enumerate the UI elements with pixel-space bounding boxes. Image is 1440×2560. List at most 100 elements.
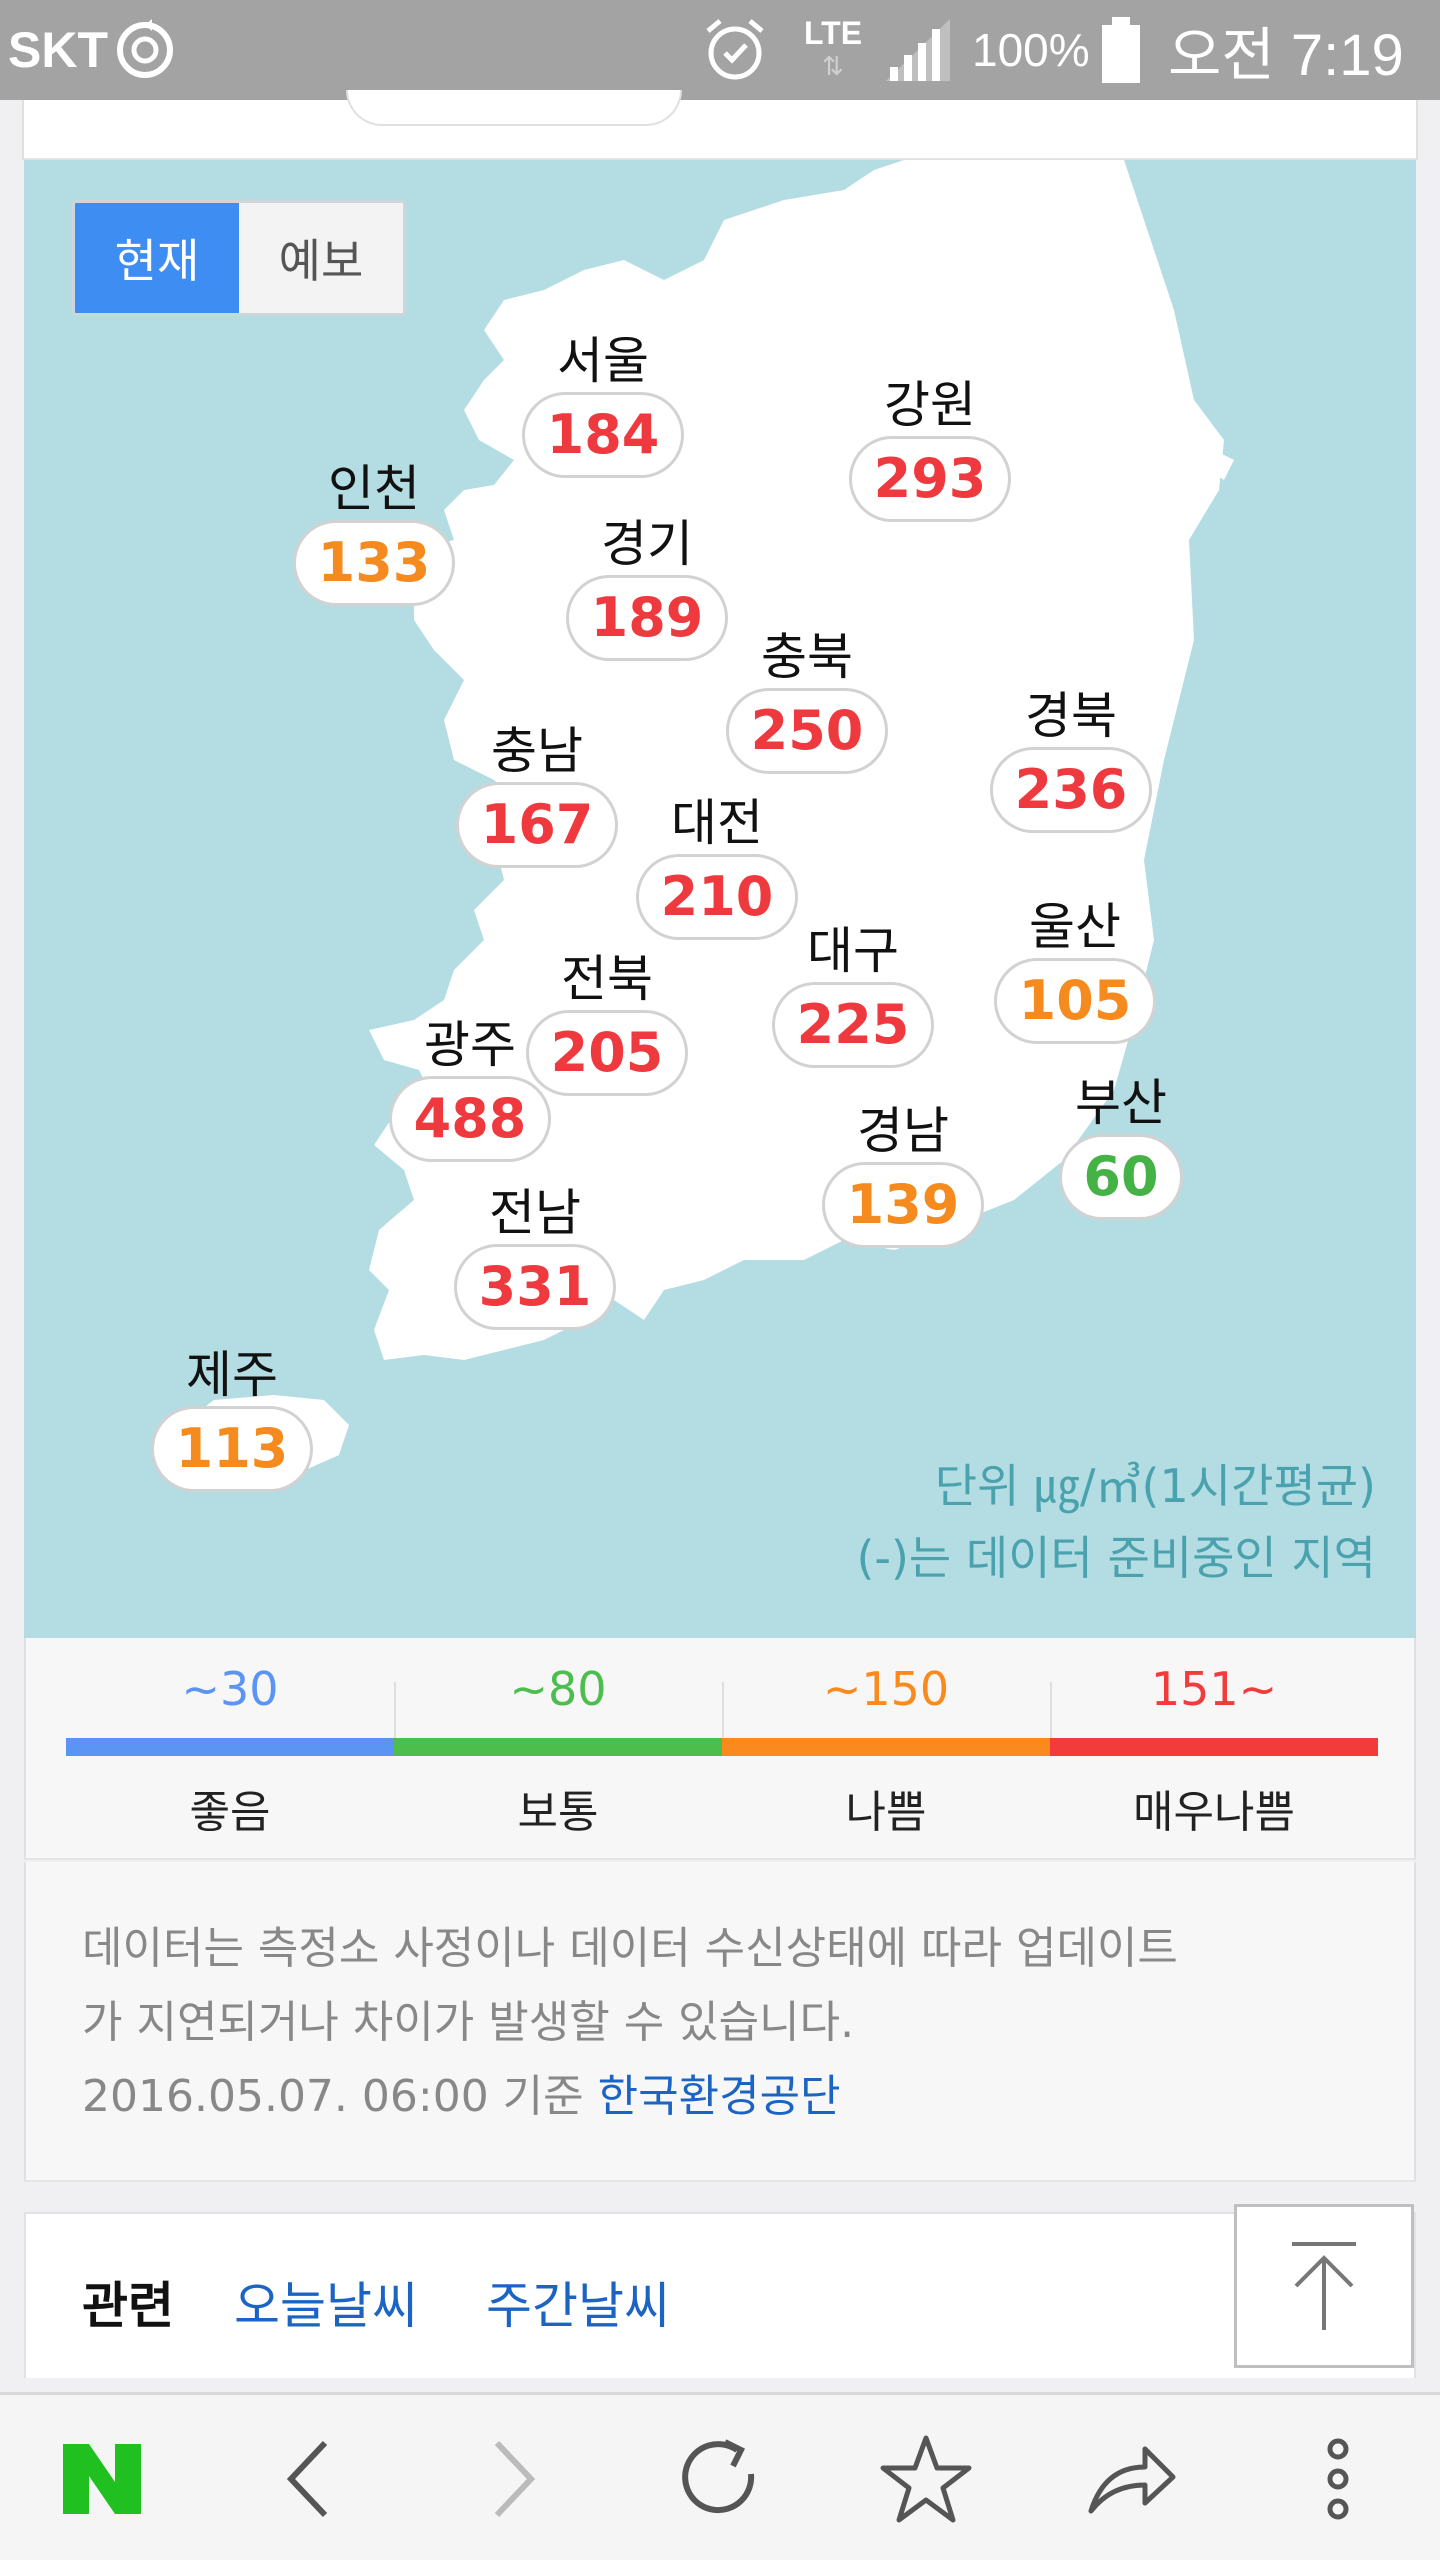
refresh-button[interactable] — [640, 2395, 800, 2560]
back-button[interactable] — [228, 2395, 388, 2560]
region-busan[interactable]: 부산 60 — [1038, 1072, 1204, 1220]
unit-note: 단위 ㎍/㎥(1시간평균) (-)는 데이터 준비중인 지역 — [856, 1450, 1376, 1594]
current-forecast-toggle: 현재 예보 — [72, 200, 406, 316]
region-name: 울산 — [1029, 898, 1121, 956]
legend-divider — [394, 1682, 396, 1738]
browser-toolbar — [0, 2392, 1440, 2560]
notice-source-line: 2016.05.07. 06:00 기준 한국환경공단 — [82, 2060, 1356, 2134]
region-value: 184 — [522, 392, 684, 478]
region-jeju[interactable]: 제주 113 — [149, 1344, 315, 1492]
region-name: 제주 — [186, 1346, 278, 1404]
region-gwangju[interactable]: 광주 488 — [387, 1014, 553, 1162]
region-value: 105 — [994, 958, 1156, 1044]
region-value: 210 — [636, 854, 798, 940]
legend-threshold: ~30 — [181, 1662, 279, 1716]
region-value: 113 — [151, 1406, 313, 1492]
related-links: 관련 오늘날씨 주간날씨 — [24, 2212, 1416, 2378]
region-name: 대구 — [807, 922, 899, 980]
region-gangwon[interactable]: 강원 293 — [847, 374, 1013, 522]
region-gyeongnam[interactable]: 경남 139 — [820, 1100, 986, 1248]
legend-normal: ~80 보통 — [394, 1638, 722, 1860]
region-jeonbuk[interactable]: 전북 205 — [524, 948, 690, 1096]
forward-button[interactable] — [434, 2395, 594, 2560]
region-value: 167 — [456, 782, 618, 868]
legend-label: 매우나쁨 — [1133, 1787, 1295, 1838]
region-name: 경북 — [1025, 687, 1117, 745]
region-value: 60 — [1059, 1134, 1183, 1220]
legend-threshold: ~80 — [509, 1662, 607, 1716]
region-name: 전남 — [489, 1184, 581, 1242]
region-seoul[interactable]: 서울 184 — [520, 330, 686, 478]
clock: 오전 7:19 — [1168, 23, 1404, 88]
fine-dust-map: 현재 예보 서울 184 강원 293 인천 133 경기 189 충북 250… — [24, 160, 1416, 1638]
region-ulsan[interactable]: 울산 105 — [992, 896, 1158, 1044]
today-weather-link[interactable]: 오늘날씨 — [234, 2277, 418, 2335]
region-value: 488 — [389, 1076, 551, 1162]
forward-icon — [494, 2440, 536, 2518]
notice-line-1: 데이터는 측정소 사정이나 데이터 수신상태에 따라 업데이트 — [82, 1923, 1178, 1974]
top-card — [22, 90, 1418, 160]
alarm-icon — [700, 0, 770, 100]
region-name: 대전 — [671, 794, 763, 852]
legend-threshold: ~150 — [822, 1662, 950, 1716]
more-menu-button[interactable] — [1258, 2395, 1418, 2560]
region-gyeonggi[interactable]: 경기 189 — [564, 513, 730, 661]
refresh-icon — [682, 2439, 755, 2514]
notice-line-2: 가 지연되거나 차이가 발생할 수 있습니다. — [82, 1997, 855, 2048]
region-name: 충남 — [491, 722, 583, 780]
region-name: 서울 — [557, 332, 649, 390]
tab-current[interactable]: 현재 — [75, 203, 239, 313]
region-value: 225 — [772, 982, 934, 1068]
region-daejeon[interactable]: 대전 210 — [634, 792, 800, 940]
tab-forecast[interactable]: 예보 — [278, 234, 364, 288]
region-chungnam[interactable]: 충남 167 — [454, 720, 620, 868]
region-name: 충북 — [761, 628, 853, 686]
region-incheon[interactable]: 인천 133 — [291, 458, 457, 606]
naver-home-button[interactable] — [22, 2395, 182, 2560]
naver-logo-icon — [63, 2444, 141, 2514]
arrow-up-icon — [1292, 2242, 1356, 2330]
legend-bar — [722, 1738, 1050, 1756]
status-bar: SKT LTE ⇅ 100% 오전 7:19 — [0, 0, 1440, 100]
share-icon — [1088, 2446, 1176, 2514]
region-value: 133 — [293, 520, 455, 606]
legend-label: 나쁨 — [845, 1787, 927, 1838]
region-value: 189 — [566, 575, 728, 661]
legend-label: 좋음 — [189, 1787, 271, 1838]
legend-bar — [394, 1738, 722, 1756]
unit-line: 단위 ㎍/㎥(1시간평균) — [934, 1459, 1376, 1513]
region-value: 250 — [726, 688, 888, 774]
network-label: LTE — [804, 15, 863, 51]
weekly-weather-link[interactable]: 주간날씨 — [486, 2277, 670, 2335]
star-icon — [880, 2435, 972, 2523]
bookmark-button[interactable] — [846, 2395, 1006, 2560]
region-daegu[interactable]: 대구 225 — [770, 920, 936, 1068]
region-name: 전북 — [561, 950, 653, 1008]
lte-icon: LTE ⇅ — [804, 15, 863, 81]
region-jeonnam[interactable]: 전남 331 — [452, 1182, 618, 1330]
battery-icon — [1100, 0, 1142, 100]
legend-divider — [722, 1682, 724, 1738]
scroll-to-top-button[interactable] — [1234, 2204, 1414, 2368]
legend-label: 보통 — [517, 1787, 599, 1838]
signal-icon — [882, 0, 954, 100]
region-name: 광주 — [424, 1016, 516, 1074]
legend-very-bad: 151~ 매우나쁨 — [1050, 1638, 1378, 1860]
legend-good: ~30 좋음 — [66, 1638, 394, 1860]
pollution-legend: ~30 좋음 ~80 보통 ~150 나쁨 151~ 매우나쁨 — [24, 1638, 1416, 1860]
carrier-label: SKT — [8, 22, 108, 78]
region-name: 강원 — [884, 376, 976, 434]
region-name: 인천 — [328, 460, 420, 518]
region-selector-pill[interactable] — [346, 90, 682, 126]
back-icon — [286, 2440, 328, 2518]
region-gyeongbuk[interactable]: 경북 236 — [988, 685, 1154, 833]
region-value: 293 — [849, 436, 1011, 522]
source-link[interactable]: 한국환경공단 — [597, 2071, 841, 2122]
legend-divider — [1050, 1682, 1052, 1738]
share-button[interactable] — [1052, 2395, 1212, 2560]
related-title: 관련 — [82, 2277, 174, 2335]
region-value: 331 — [454, 1244, 616, 1330]
legend-bar — [1050, 1738, 1378, 1756]
region-chungbuk[interactable]: 충북 250 — [724, 626, 890, 774]
data-notice: 데이터는 측정소 사정이나 데이터 수신상태에 따라 업데이트 가 지연되거나 … — [24, 1862, 1416, 2182]
